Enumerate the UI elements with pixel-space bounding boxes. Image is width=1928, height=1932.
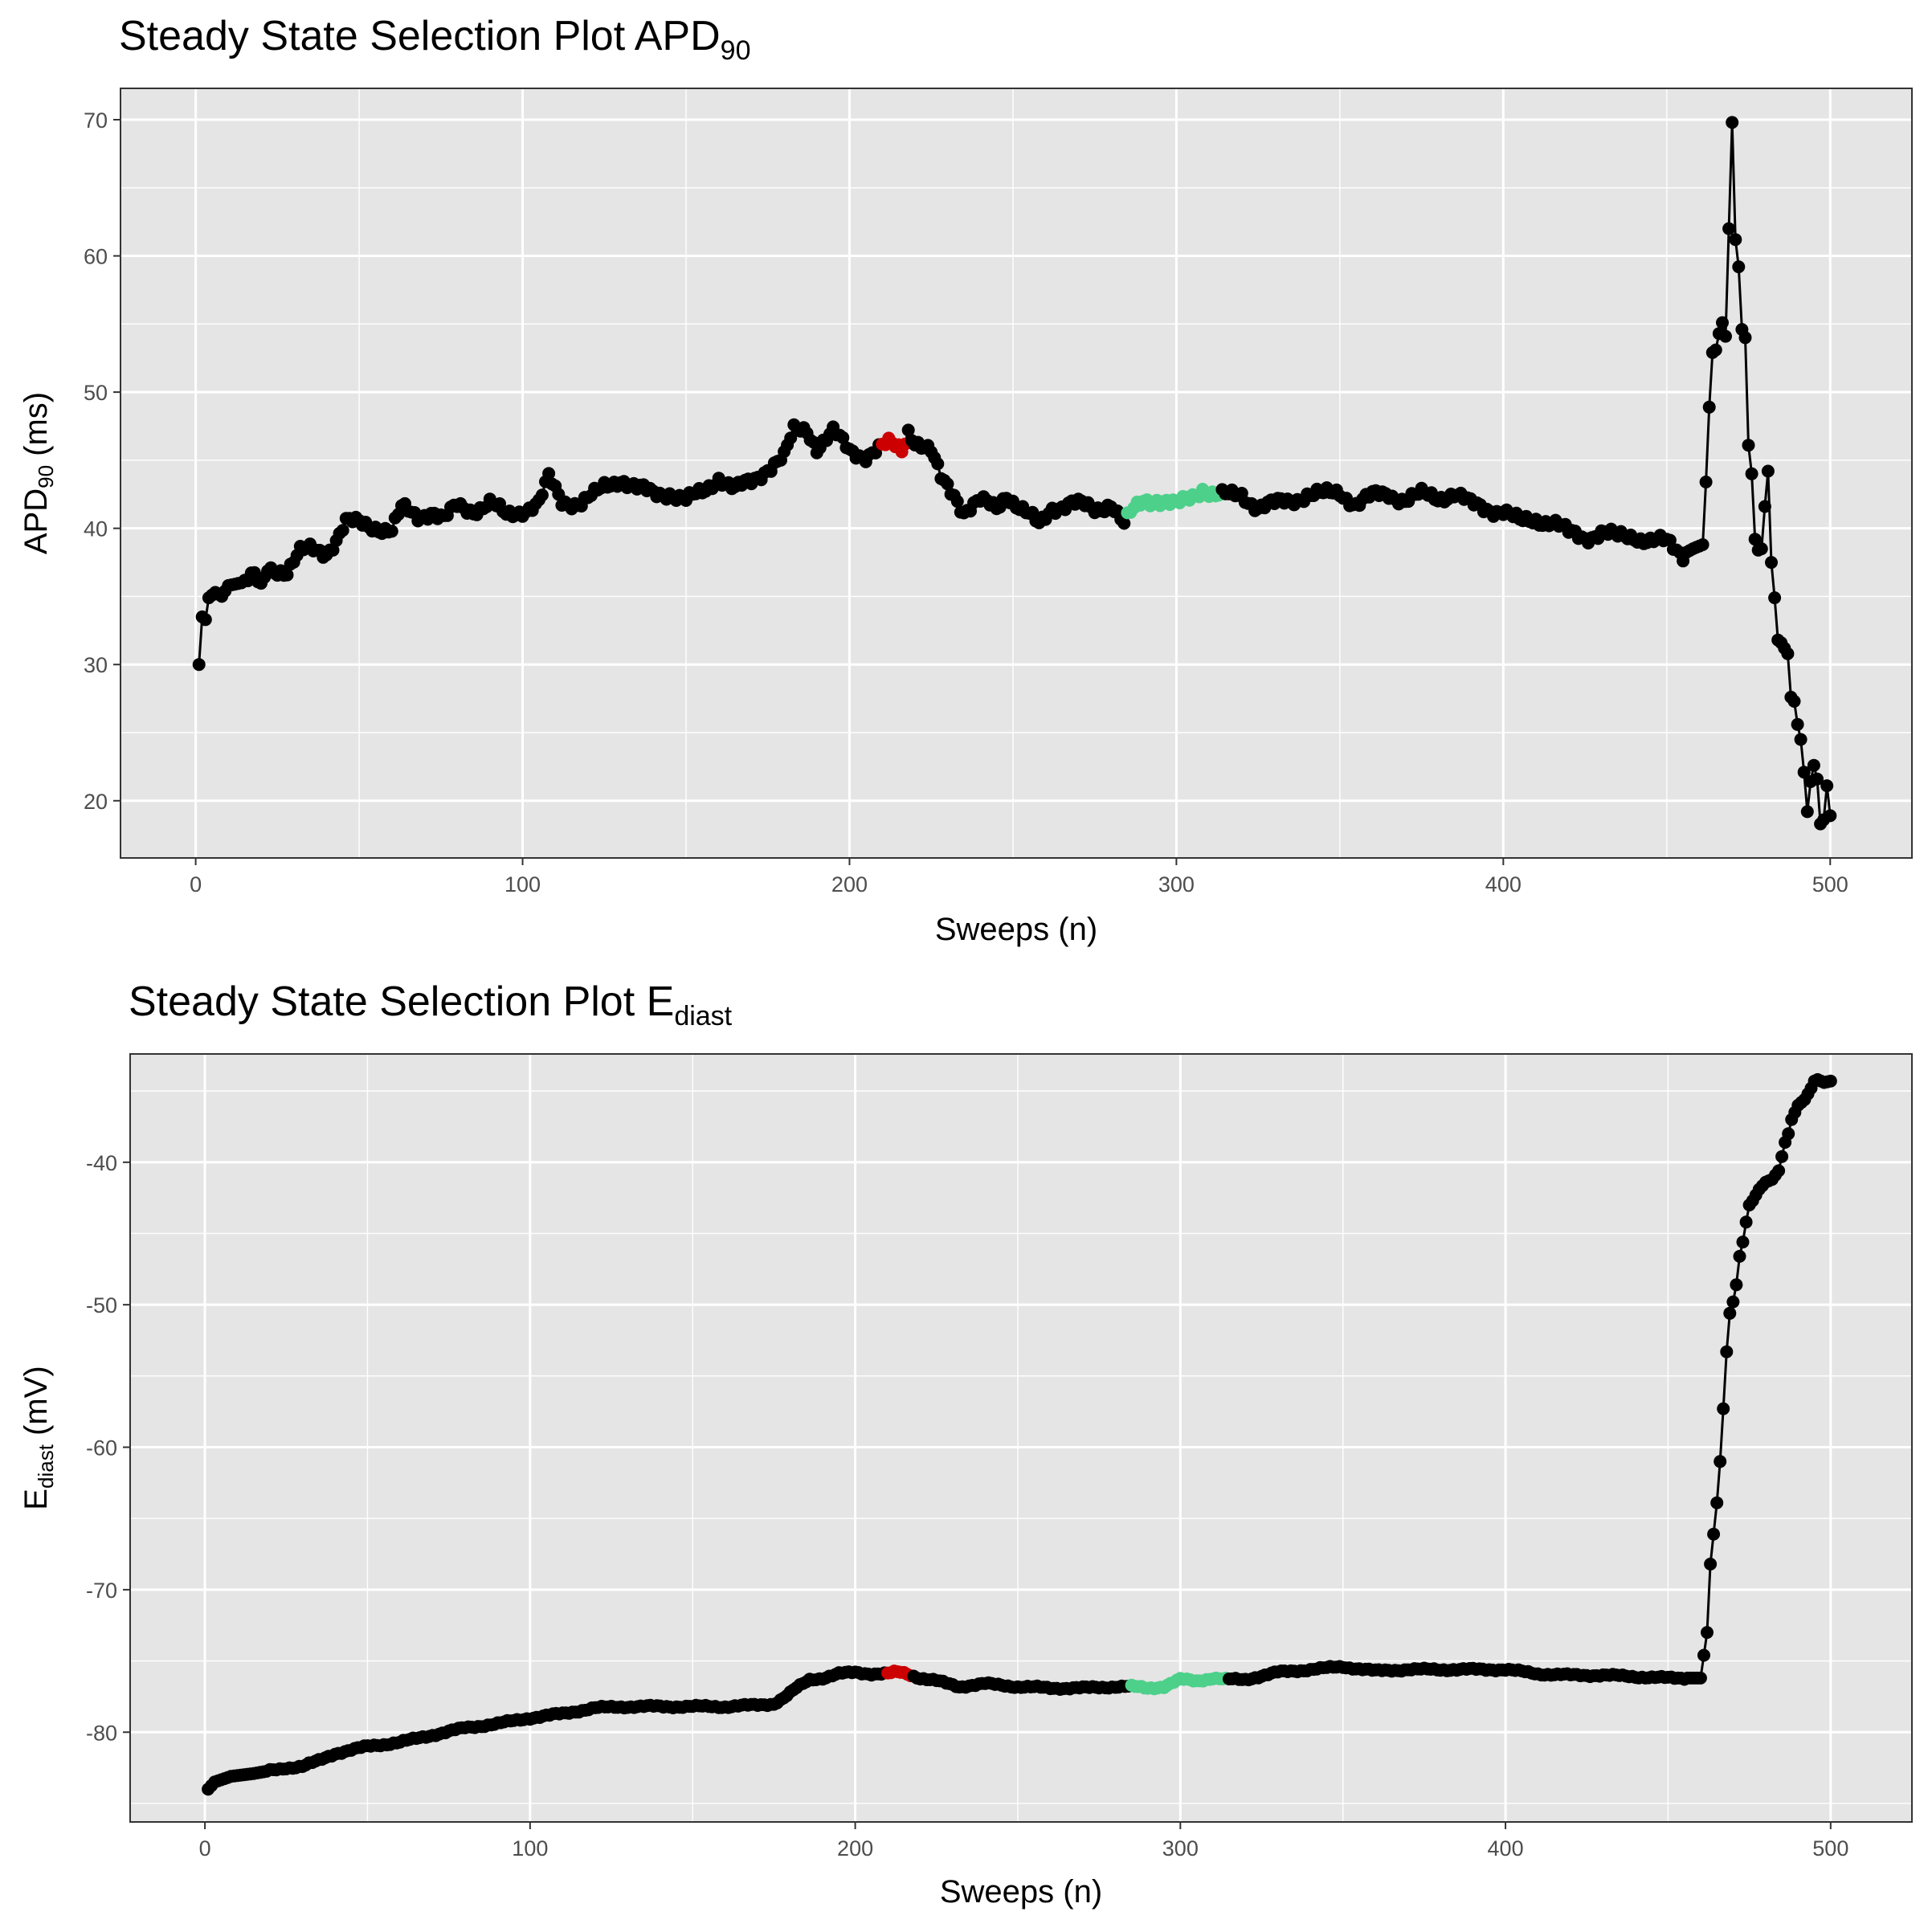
data-point — [950, 495, 964, 509]
data-point — [1824, 1074, 1837, 1088]
data-point — [1699, 476, 1713, 488]
data-point — [1765, 556, 1778, 570]
data-point — [1736, 1236, 1750, 1249]
y-tick-label: 70 — [84, 108, 108, 133]
x-axis-title: Sweeps (n) — [940, 1874, 1102, 1910]
y-tick-label: -70 — [86, 1579, 117, 1603]
data-point — [1748, 533, 1762, 546]
chart-title: Steady State Selection Plot APD90 — [119, 13, 751, 66]
data-point — [198, 613, 212, 627]
data-point — [1781, 647, 1795, 660]
x-tick-label: 200 — [837, 1836, 873, 1861]
data-point — [1758, 500, 1771, 513]
data-point — [1696, 538, 1709, 551]
x-tick-label: 0 — [199, 1836, 211, 1861]
data-point — [941, 477, 954, 491]
x-tick-label: 200 — [831, 872, 868, 897]
data-point — [1738, 331, 1752, 345]
x-tick-label: 500 — [1812, 872, 1848, 897]
data-point — [1739, 1215, 1753, 1229]
data-point — [1709, 343, 1722, 357]
y-axis-title: APD90 (ms) — [18, 392, 58, 554]
data-point — [280, 568, 294, 582]
ediast-chart: Steady State Selection Plot Ediast 0 100 2… — [18, 978, 1913, 1910]
data-point — [1722, 222, 1736, 235]
y-tick-label: -80 — [86, 1721, 117, 1745]
data-point — [1726, 1295, 1740, 1309]
data-point — [1811, 772, 1824, 786]
data-point — [1710, 1496, 1724, 1509]
data-point — [336, 524, 349, 537]
x-tick-label: 400 — [1488, 1836, 1524, 1861]
data-point — [1772, 1164, 1786, 1178]
x-tick-label: 300 — [1158, 872, 1195, 897]
x-tick-label: 100 — [504, 872, 541, 897]
data-point — [1693, 1671, 1707, 1685]
data-point — [1791, 717, 1804, 731]
y-tick-label: 40 — [84, 517, 108, 541]
data-point — [1733, 1249, 1746, 1263]
data-point — [1723, 1306, 1737, 1320]
x-tick-label: 300 — [1162, 1836, 1199, 1861]
data-point — [1742, 439, 1755, 452]
data-point — [1719, 329, 1732, 343]
data-point — [1729, 233, 1742, 247]
data-point — [535, 488, 549, 502]
data-point — [1761, 464, 1775, 478]
x-tick-label: 0 — [190, 872, 202, 897]
data-point — [836, 431, 850, 444]
data-point — [1707, 1527, 1721, 1541]
data-point — [1117, 517, 1131, 530]
data-point — [192, 658, 206, 672]
plot-panel — [120, 88, 1912, 858]
y-tick-label: 60 — [84, 245, 108, 269]
data-point — [1701, 1626, 1714, 1640]
data-point — [1726, 116, 1739, 129]
x-axis-title: Sweeps (n) — [935, 912, 1097, 947]
data-point — [385, 525, 398, 538]
data-point — [1716, 316, 1729, 329]
data-point — [1697, 1648, 1710, 1662]
data-point — [1768, 591, 1782, 605]
y-tick-label: 30 — [84, 653, 108, 677]
data-point — [1797, 766, 1811, 779]
data-point — [931, 457, 945, 471]
data-point — [901, 423, 915, 437]
chart-title: Steady State Selection Plot Ediast — [129, 978, 733, 1031]
data-point — [1704, 1558, 1718, 1571]
data-point — [1794, 733, 1808, 746]
y-tick-label: -40 — [86, 1151, 117, 1175]
data-point — [1782, 1127, 1795, 1141]
data-point — [1730, 1278, 1743, 1292]
data-point — [1820, 779, 1834, 793]
data-point — [1745, 467, 1758, 480]
data-point — [1775, 1150, 1789, 1163]
y-tick-label: -50 — [86, 1293, 117, 1317]
data-point — [1714, 1455, 1727, 1468]
apd90-chart: Steady State Selection Plot APD90 0 100 20… — [18, 13, 1913, 947]
data-point — [1807, 758, 1820, 772]
data-point — [1702, 400, 1716, 414]
data-point — [542, 467, 556, 480]
y-axis-title: Ediast (mV) — [18, 1366, 58, 1509]
y-tick-label: -60 — [86, 1436, 117, 1460]
data-point — [1720, 1345, 1734, 1358]
plot-panel — [130, 1054, 1912, 1822]
x-tick-label: 100 — [512, 1836, 548, 1861]
data-point — [1800, 805, 1814, 819]
plot-border — [129, 1053, 1913, 1823]
data-point — [1754, 542, 1768, 556]
plot-border — [120, 88, 1913, 859]
y-tick-label: 20 — [84, 790, 108, 814]
data-point — [1717, 1402, 1730, 1415]
data-point — [1824, 809, 1837, 823]
data-point — [326, 543, 340, 557]
data-point — [1732, 260, 1746, 274]
x-tick-label: 400 — [1485, 872, 1522, 897]
x-tick-label: 500 — [1812, 1836, 1848, 1861]
y-tick-label: 50 — [84, 381, 108, 405]
data-point — [1787, 695, 1801, 708]
